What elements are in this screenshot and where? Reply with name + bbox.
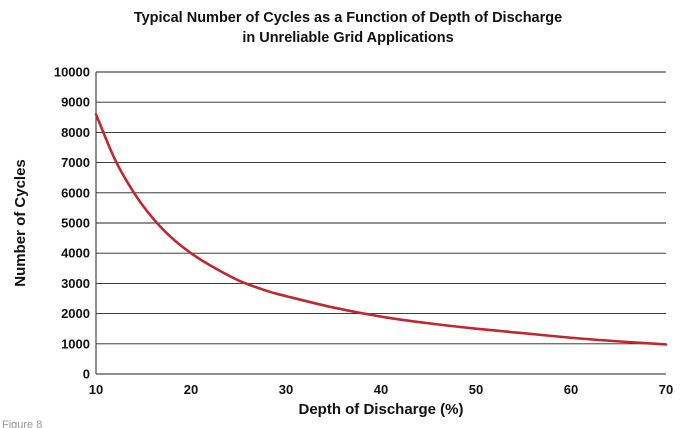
x-tick-label-6: 70	[659, 382, 673, 397]
y-tick-label-9: 9000	[61, 95, 90, 110]
grid-lines	[96, 71, 666, 345]
x-tick-label-0: 10	[89, 382, 103, 397]
x-tick-labels: 10 20 30 40 50 60 70	[89, 382, 673, 397]
y-tick-label-5: 5000	[61, 216, 90, 231]
y-tick-label-4: 4000	[61, 246, 90, 261]
x-axis-label: Depth of Discharge (%)	[298, 401, 463, 418]
y-tick-label-3: 3000	[61, 276, 90, 291]
series-line-0	[94, 112, 668, 346]
axes	[95, 72, 666, 375]
x-tick-label-1: 20	[184, 382, 198, 397]
x-tick-label-5: 60	[564, 382, 578, 397]
y-tick-label-0: 0	[83, 367, 90, 382]
y-tick-labels: 0 1000 2000 3000 4000 5000 6000 7000 8000 9000 100…	[54, 65, 90, 382]
x-tick-label-2: 30	[279, 382, 293, 397]
y-tick-label-1: 1000	[61, 336, 90, 351]
y-tick-label-8: 8000	[61, 125, 90, 140]
x-tick-label-3: 40	[374, 382, 388, 397]
y-tick-label-6: 6000	[61, 185, 90, 200]
y-tick-label-10: 10000	[54, 65, 90, 80]
chart-title-line2: in Unreliable Grid Applications	[242, 30, 453, 46]
x-tick-label-4: 50	[469, 382, 483, 397]
chart-title-line1: Typical Number of Cycles as a Function o…	[134, 10, 562, 26]
series-layer	[94, 112, 668, 346]
y-tick-label-2: 2000	[61, 306, 90, 321]
y-tick-label-7: 7000	[61, 155, 90, 170]
y-axis-label: Number of Cycles	[12, 159, 29, 287]
figure-caption: Figure 8	[2, 419, 42, 428]
